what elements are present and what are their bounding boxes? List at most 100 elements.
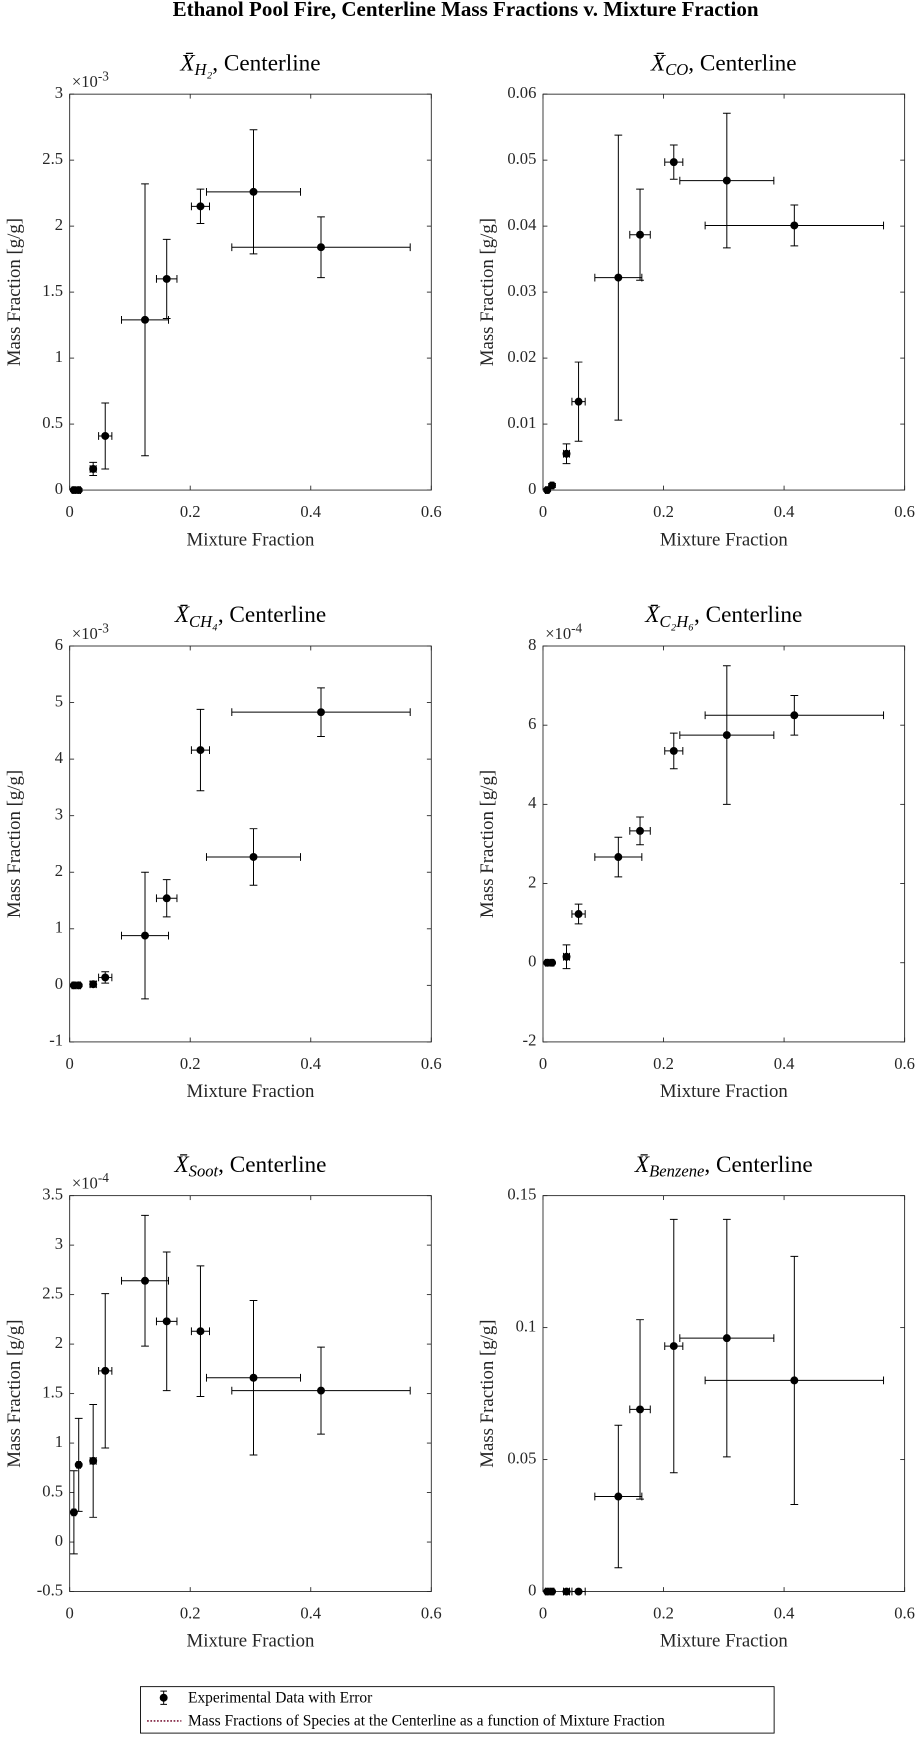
- data-point: [162, 894, 171, 903]
- data-point: [562, 449, 571, 458]
- data-point: [574, 910, 583, 919]
- data-point: [636, 230, 645, 239]
- x-axis-label: Mixture Fraction: [187, 1631, 315, 1652]
- data-point: [101, 431, 110, 440]
- data-point: [101, 1366, 110, 1375]
- y-multiplier-exponent: -4: [98, 1170, 109, 1185]
- y-tick-label: 0.15: [507, 1184, 536, 1203]
- subplot: 0 0.2 0.4 0.6-0.500.511.522.533.5×10-4Mixtu…: [4, 1152, 442, 1652]
- plot-area: [542, 93, 906, 491]
- plot-area: [542, 645, 906, 1043]
- x-tick-label: 0: [539, 1054, 547, 1073]
- y-tick-label: 0.05: [507, 1448, 536, 1467]
- data-point: [317, 1386, 325, 1395]
- plot-area: [69, 645, 432, 1043]
- data-point: [614, 853, 623, 862]
- x-tick-label: 0: [66, 1604, 74, 1623]
- y-multiplier: ×10-4: [72, 1170, 109, 1192]
- y-tick-label: 1.5: [42, 281, 63, 300]
- y-multiplier-base: ×10: [72, 72, 98, 91]
- x-tick-label: 0.6: [894, 1604, 915, 1623]
- data-point: [196, 1327, 205, 1336]
- data-point: [790, 1376, 799, 1385]
- x-axis-label: Mixture Fraction: [187, 529, 315, 550]
- x-tick-label: 0.4: [774, 1054, 795, 1073]
- y-tick-label: 8: [528, 635, 536, 654]
- data-point: [162, 274, 171, 283]
- data-point: [162, 1317, 171, 1326]
- title-rest: , Centerline: [218, 1152, 326, 1178]
- x-axis-label: Mixture Fraction: [660, 1631, 788, 1652]
- x-tick-label: 0.4: [300, 1054, 321, 1073]
- x-tick-label: 0.2: [180, 1054, 201, 1073]
- x-tick-label: 0.4: [300, 1604, 321, 1623]
- data-point: [669, 746, 678, 755]
- y-axis-label: Mass Fraction [g/g]: [4, 1319, 25, 1467]
- x-axis-label: Mixture Fraction: [660, 1081, 788, 1102]
- plot-area: [69, 93, 432, 491]
- y-tick-label: 0.05: [507, 149, 536, 168]
- data-point: [89, 980, 98, 989]
- data-point: [669, 158, 678, 167]
- data-point: [249, 1373, 258, 1382]
- data-point: [141, 931, 149, 940]
- x-tick-label: 0.4: [300, 502, 321, 521]
- y-tick-label: 2: [55, 861, 63, 880]
- subplot-title: X̄Soot, Centerline: [173, 1152, 326, 1180]
- legend-label: Experimental Data with Error: [188, 1689, 373, 1706]
- y-tick-label: 0.01: [507, 413, 536, 432]
- title-rest: , Centerline: [218, 603, 326, 629]
- y-tick-label: 1: [55, 347, 63, 366]
- legend-box: [140, 1686, 775, 1734]
- y-tick-label: 6: [528, 714, 536, 733]
- y-tick-label: 6: [55, 635, 63, 654]
- x-tick-label: 0.4: [774, 502, 795, 521]
- x-tick-label: 0.2: [653, 1604, 674, 1623]
- data-point: [614, 1492, 623, 1501]
- x-tick-label: 0.6: [421, 1604, 442, 1623]
- y-tick-label: 0.1: [516, 1316, 537, 1335]
- data-point: [548, 958, 557, 967]
- y-multiplier-exponent: -3: [98, 69, 109, 84]
- data-point: [141, 1276, 149, 1285]
- data-point: [249, 187, 258, 196]
- data-point: [562, 952, 571, 961]
- y-tick-label: 2: [55, 215, 63, 234]
- x-tick-label: 0: [539, 1604, 547, 1623]
- y-tick-label: 2: [55, 1333, 63, 1352]
- y-tick-label: 1: [55, 1432, 63, 1451]
- y-tick-label: 4: [55, 748, 64, 767]
- y-tick-label: 0.5: [42, 413, 63, 432]
- data-point: [790, 221, 799, 230]
- y-multiplier-base: ×10: [72, 624, 98, 643]
- title-subscript: Benzene: [649, 1161, 704, 1180]
- y-tick-label: 0: [55, 974, 63, 993]
- data-point: [317, 243, 325, 252]
- subplot-title: X̄C₂H₆, Centerline: [644, 603, 802, 631]
- data-point: [722, 731, 731, 740]
- legend-marker: [159, 1693, 168, 1702]
- y-axis-label: Mass Fraction [g/g]: [4, 770, 25, 918]
- x-axis-label: Mixture Fraction: [187, 1081, 315, 1102]
- y-tick-label: 3: [55, 83, 63, 102]
- data-point: [89, 464, 98, 473]
- figure-title: Ethanol Pool Fire, Centerline Mass Fract…: [173, 0, 759, 21]
- x-tick-label: 0: [66, 502, 74, 521]
- data-point: [574, 1587, 583, 1596]
- y-tick-label: 3: [55, 804, 63, 823]
- y-tick-label: 2.5: [42, 149, 63, 168]
- data-point: [249, 852, 258, 861]
- y-tick-label: 1.5: [42, 1382, 63, 1401]
- title-rest: , Centerline: [704, 1152, 812, 1178]
- data-point: [141, 315, 149, 324]
- data-point: [636, 1405, 645, 1414]
- x-axis-label: Mixture Fraction: [660, 529, 788, 550]
- y-tick-label: 0.03: [507, 281, 536, 300]
- data-point: [548, 1587, 557, 1596]
- data-point: [74, 981, 83, 990]
- title-subscript: Soot: [189, 1161, 219, 1180]
- y-tick-label: 0.5: [42, 1481, 63, 1500]
